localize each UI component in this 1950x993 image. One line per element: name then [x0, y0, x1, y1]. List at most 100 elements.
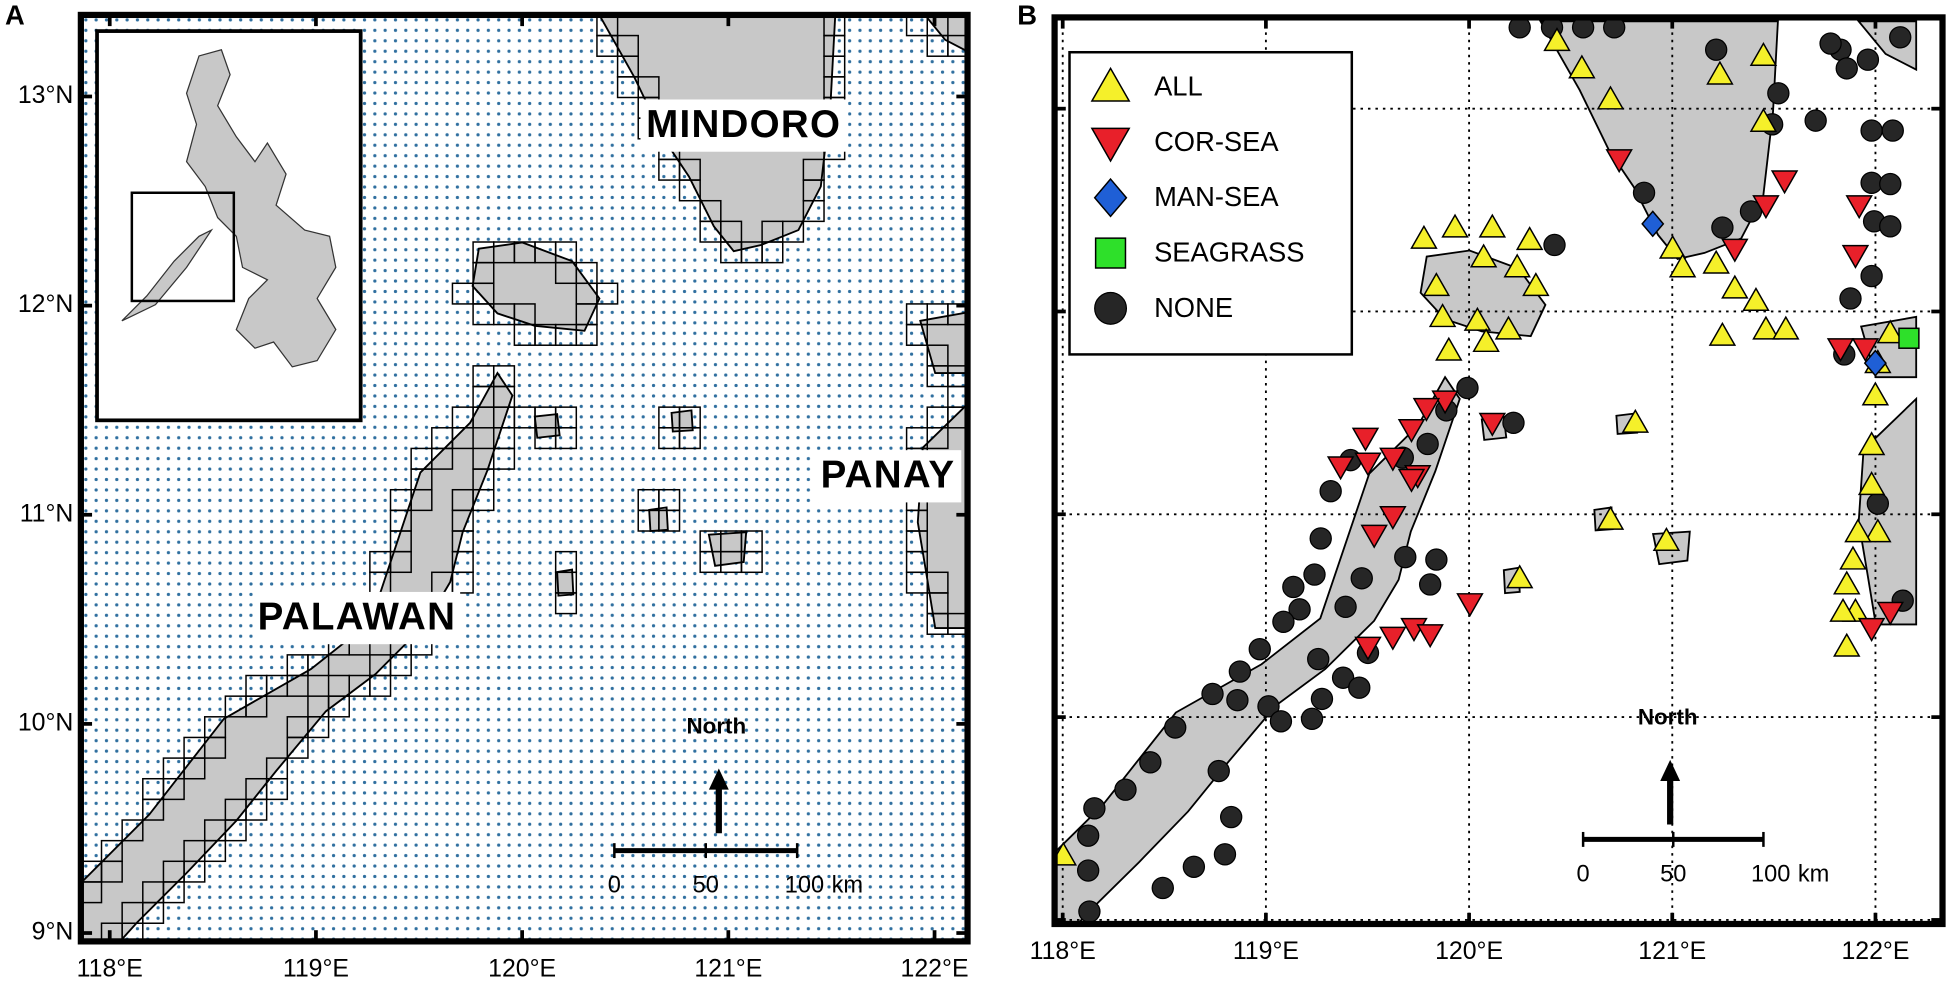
- site-none: [1331, 666, 1355, 689]
- x-tick-label: 119°E: [1233, 937, 1299, 965]
- y-tick-label: 10°N: [18, 708, 74, 736]
- scale-value: 50: [1660, 862, 1686, 888]
- site-none: [1418, 573, 1442, 596]
- x-tick-label: 122°E: [1841, 937, 1909, 965]
- label-box: [814, 450, 962, 503]
- site-cor-sea: [1354, 452, 1382, 477]
- grid-cell: [554, 592, 578, 615]
- site-none: [1083, 797, 1106, 820]
- site-none: [1078, 900, 1101, 923]
- site-all: [1441, 213, 1469, 238]
- scale-value: 100: [785, 873, 824, 899]
- site-cor-sea: [1478, 412, 1507, 437]
- site-man-sea: [1093, 177, 1128, 218]
- x-tick-label: 121°E: [1638, 937, 1706, 965]
- scale-label: 100 km: [785, 873, 863, 899]
- site-cor-sea: [1351, 427, 1380, 452]
- site-all: [1864, 518, 1892, 543]
- sites: [1054, 17, 1920, 923]
- site-none: [1076, 824, 1100, 847]
- grid-cell: [472, 261, 495, 285]
- site-all: [1422, 272, 1451, 297]
- site-cor-sea: [1431, 390, 1459, 415]
- site-none: [1889, 26, 1912, 49]
- site-none: [1804, 109, 1827, 132]
- site-none: [1139, 751, 1162, 774]
- site-all: [1742, 287, 1770, 312]
- site-seagrass: [1094, 237, 1127, 269]
- north-arrowhead: [708, 768, 729, 790]
- panel-frame: [77, 11, 971, 945]
- site-none: [1543, 233, 1566, 257]
- site-all: [1861, 381, 1890, 406]
- site-all: [1090, 66, 1131, 102]
- site-none: [1319, 480, 1342, 503]
- site-all: [1829, 597, 1857, 622]
- site-all: [1721, 274, 1749, 299]
- site-none: [1394, 545, 1417, 569]
- site-all: [1702, 249, 1730, 274]
- legend-label: COR-SEA: [1154, 126, 1279, 157]
- site-all: [1621, 408, 1650, 433]
- site-none: [1416, 432, 1439, 456]
- site-all: [1596, 505, 1625, 530]
- site-cor-sea: [1845, 195, 1873, 220]
- legend: ALL COR-SEA MAN-SEA SEAGRASS NONE: [1068, 50, 1354, 356]
- grid-cell: [802, 199, 825, 223]
- site-cor-sea: [1354, 636, 1382, 661]
- site-none: [1307, 647, 1330, 671]
- site-all: [1469, 243, 1498, 268]
- site-cor-sea: [1456, 593, 1484, 618]
- panel-b-map: [1054, 17, 1943, 924]
- site-none: [1348, 676, 1371, 699]
- site-none: [1881, 119, 1904, 142]
- site-all: [1505, 564, 1534, 589]
- x-tick-label: 118°E: [77, 955, 143, 983]
- site-none: [1288, 598, 1311, 621]
- x-tick-label: 122°E: [901, 955, 969, 983]
- place-label: PALAWAN: [258, 595, 457, 638]
- site-none: [1151, 876, 1174, 900]
- x-tick-label: 120°E: [1435, 937, 1503, 965]
- site-none: [1272, 610, 1295, 633]
- site-cor-sea: [1379, 447, 1407, 472]
- scale-bar: 0 50 100 km: [1577, 831, 1829, 888]
- site-seagrass: [1898, 327, 1920, 349]
- site-none: [1310, 687, 1334, 711]
- site-cor-sea: [1412, 397, 1441, 422]
- north-arrowhead: [1660, 759, 1681, 781]
- site-none: [1835, 57, 1858, 80]
- site-none: [1860, 119, 1883, 142]
- grid-cell: [286, 736, 309, 759]
- panel-label: A: [5, 0, 25, 31]
- overlay: MINDORO PANAY PALAWAN A B 118°E 119°E 120°…: [5, 0, 1946, 983]
- grid-cell: [121, 819, 144, 842]
- grid-cell: [307, 654, 330, 677]
- site-cor-sea: [1841, 244, 1870, 269]
- site-none: [1213, 843, 1237, 866]
- north-label: North: [1638, 705, 1698, 730]
- site-none: [1456, 376, 1479, 400]
- site-none: [1182, 855, 1206, 878]
- site-none: [1076, 859, 1100, 882]
- label-box: [254, 591, 461, 645]
- site-none: [1819, 32, 1842, 55]
- site-cor-sea: [1090, 127, 1131, 163]
- site-all: [1515, 226, 1544, 251]
- grid-cell: [203, 716, 227, 739]
- site-none: [1425, 548, 1448, 571]
- site-cor-sea: [1876, 601, 1904, 626]
- site-cor-sea: [1416, 624, 1444, 649]
- site-all: [1472, 328, 1500, 353]
- site-all: [1749, 42, 1778, 67]
- inset-map: [95, 29, 363, 423]
- site-none: [1860, 264, 1883, 288]
- site-all: [1435, 336, 1463, 361]
- site-none: [1767, 82, 1790, 105]
- site-none: [1866, 492, 1890, 515]
- site-none: [1114, 778, 1137, 801]
- site-none: [1632, 181, 1656, 204]
- grid-cell: [100, 922, 123, 942]
- site-all: [1708, 321, 1737, 346]
